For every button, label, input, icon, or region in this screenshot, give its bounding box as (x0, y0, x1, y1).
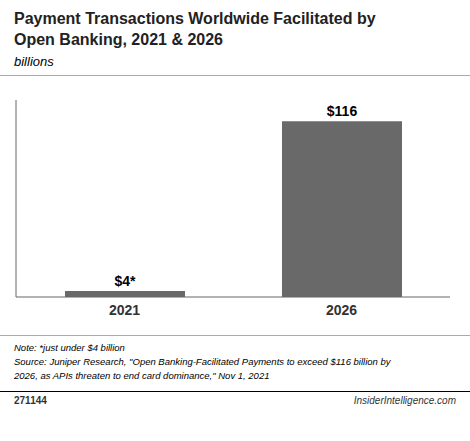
html-text:InsiderIntelligence.com: InsiderIntelligence.com (353, 395, 456, 406)
html-text:Source: Juniper Research, "Ope: Source: Juniper Research, "Open Banking-… (14, 356, 391, 367)
html-text:Note: *just under $4 billion: Note: *just under $4 billion (14, 342, 125, 353)
svg-text:$116: $116 (327, 103, 358, 119)
svg-text:2026: 2026 (326, 302, 357, 318)
svg-text:2021: 2021 (109, 302, 140, 318)
svg-text:$4*: $4* (114, 273, 136, 289)
html-text:2026, as APIs threaten to end: 2026, as APIs threaten to end card domin… (14, 370, 270, 381)
html-text:271144: 271144 (14, 395, 47, 406)
html-text:Open Banking, 2021 & 2026: Open Banking, 2021 & 2026 (14, 31, 223, 48)
html-text:Payment Transactions Worldwide: Payment Transactions Worldwide Facilitat… (14, 10, 376, 27)
html-text:billions: billions (14, 54, 54, 69)
